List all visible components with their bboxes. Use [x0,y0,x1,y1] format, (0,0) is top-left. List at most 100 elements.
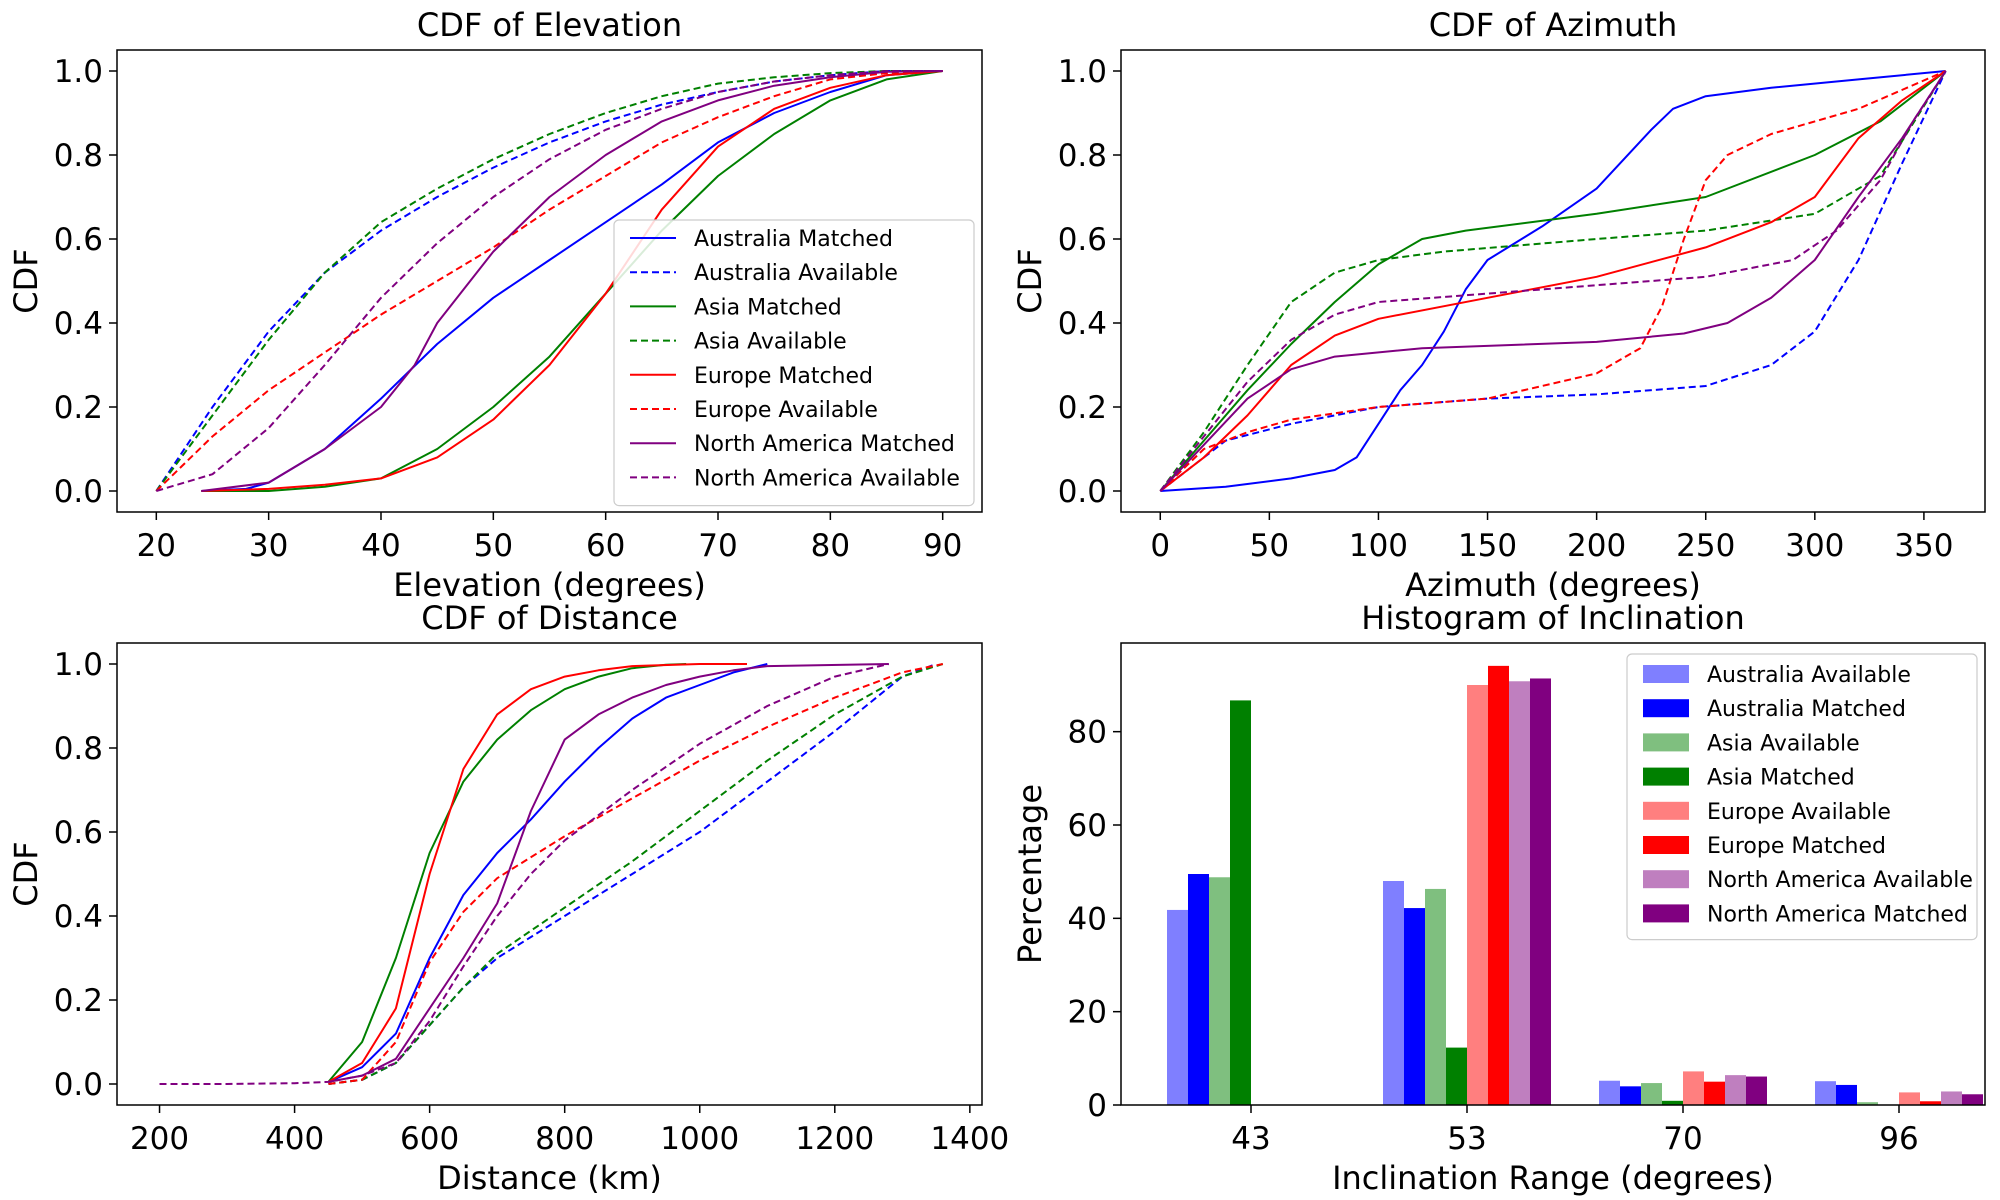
elevation-line-europe-available [155,70,943,492]
inclination-legend-label: Asia Matched [1707,766,1855,791]
azimuth-line-north-america-available [1159,70,1947,492]
inclination-bar-europe-matched-70 [1704,1081,1725,1105]
elevation-series-group [155,70,943,492]
inclination-legend-label: Australia Available [1707,663,1911,688]
distance-line-australia-matched [328,663,768,1083]
elevation-ylabel: CDF [7,248,45,313]
azimuth-xtick-label: 50 [1250,528,1289,564]
inclination-legend-label: Europe Matched [1707,834,1886,859]
distance-ytick-label: 0.0 [54,1067,103,1103]
inclination-legend-swatch [1643,801,1689,820]
inclination-legend-label: Europe Available [1707,800,1891,825]
elevation-line-asia-available [155,70,943,492]
inclination-panel: Histogram of Inclination 0 20 40 60 80 Percent… [1011,599,1986,1197]
distance-ytick-label: 0.4 [54,899,103,935]
distance-panel: CDF of Distance 0.0 0.2 0.4 0.6 0.8 1.0 CDF Dist… [7,599,1009,1197]
azimuth-ylabel: CDF [1011,248,1049,313]
distance-ylabel: CDF [7,841,45,906]
inclination-ylabel: Percentage [1011,784,1049,964]
inclination-bar-north-america-available-70 [1725,1075,1746,1105]
distance-title: CDF of Distance [421,599,678,637]
azimuth-line-north-america-matched [1159,70,1947,492]
elevation-legend-label: Asia Matched [694,295,842,320]
distance-line-asia-available [328,663,944,1085]
inclination-legend-swatch [1643,870,1689,889]
inclination-bar-north-america-matched-53 [1530,678,1551,1105]
inclination-bars-group [1167,665,1983,1105]
elevation-xtick-label: 30 [249,528,288,564]
azimuth-line-asia-matched [1159,70,1947,492]
inclination-legend-swatch [1643,733,1689,752]
inclination-bar-europe-available-53 [1467,685,1488,1105]
inclination-bar-asia-available-96 [1857,1102,1878,1105]
inclination-ytick-label: 40 [1068,901,1107,937]
azimuth-ytick-label: 1.0 [1058,54,1107,90]
inclination-bar-australia-matched-53 [1404,908,1425,1105]
inclination-bar-north-america-matched-70 [1746,1076,1767,1105]
inclination-legend-swatch [1643,665,1689,683]
azimuth-xtick-label: 150 [1458,528,1517,564]
inclination-bar-north-america-available-96 [1941,1091,1962,1105]
inclination-bar-asia-available-70 [1641,1083,1662,1105]
distance-xtick-label: 1400 [930,1121,1009,1157]
elevation-line-europe-matched [201,70,943,492]
elevation-title: CDF of Elevation [417,6,682,44]
inclination-legend-label: Australia Matched [1707,697,1906,722]
elevation-xlabel: Elevation (degrees) [393,566,706,604]
elevation-legend-label: Australia Matched [694,227,893,252]
elevation-xtick-label: 90 [923,528,962,564]
distance-line-asia-matched [327,663,687,1083]
azimuth-line-europe-matched [1159,70,1947,492]
distance-xtick-label: 1000 [660,1121,739,1157]
inclination-ytick-label: 80 [1068,715,1107,751]
elevation-legend-label: Europe Available [694,398,878,423]
inclination-bar-asia-available-53 [1425,888,1446,1105]
distance-xtick-label: 400 [265,1121,324,1157]
distance-line-europe-available [328,663,944,1085]
inclination-bar-north-america-available-53 [1509,681,1530,1105]
distance-axes-frame [116,642,983,1106]
inclination-title: Histogram of Inclination [1361,599,1744,637]
distance-xtick-label: 200 [130,1121,189,1157]
elevation-legend-label: Asia Available [694,330,847,355]
inclination-bar-europe-matched-53 [1488,665,1509,1105]
azimuth-xtick-label: 350 [1894,528,1953,564]
distance-ytick-label: 0.2 [54,983,103,1019]
inclination-legend-frame [1626,653,1978,941]
distance-xtick-label: 1200 [795,1121,874,1157]
inclination-bar-asia-matched-43 [1230,700,1251,1105]
inclination-legend-label: North America Matched [1707,902,1968,927]
elevation-line-asia-matched [201,70,943,492]
inclination-bar-asia-matched-53 [1446,1047,1467,1105]
inclination-bar-australia-available-43 [1167,909,1188,1105]
inclination-xtick-label: 96 [1879,1121,1918,1157]
inclination-axes-frame [1120,642,1986,1106]
azimuth-xtick-label: 200 [1567,528,1626,564]
inclination-bar-australia-available-70 [1599,1080,1620,1105]
inclination-bar-europe-available-70 [1683,1071,1704,1105]
distance-line-europe-matched [327,663,747,1083]
azimuth-ytick-label: 0.0 [1058,474,1107,510]
elevation-legend-label: North America Available [694,466,960,491]
inclination-bar-australia-matched-96 [1836,1084,1857,1105]
elevation-legend-label: Australia Available [694,261,898,286]
inclination-legend-swatch [1643,904,1689,923]
inclination-bar-australia-matched-70 [1620,1086,1641,1105]
distance-line-north-america-matched [328,663,889,1083]
elevation-xtick-label: 40 [361,528,400,564]
inclination-ytick-label: 0 [1087,1088,1107,1124]
elevation-ytick-label: 0.0 [54,474,103,510]
azimuth-xtick-label: 250 [1676,528,1735,564]
elevation-xtick-label: 50 [474,528,513,564]
inclination-ytick-label: 20 [1068,995,1107,1031]
azimuth-xtick-label: 0 [1150,528,1170,564]
elevation-legend-label: Europe Matched [694,364,873,389]
inclination-bar-australia-available-96 [1815,1081,1836,1105]
azimuth-panel: CDF of Azimuth 0.0 0.2 0.4 0.6 0.8 1.0 CDF Azimu… [1011,6,1986,604]
distance-xtick-label: 600 [400,1121,459,1157]
elevation-legend-frame [613,219,975,507]
azimuth-ytick-label: 0.6 [1058,222,1107,258]
elevation-ytick-label: 1.0 [54,54,103,90]
azimuth-xtick-label: 100 [1349,528,1408,564]
